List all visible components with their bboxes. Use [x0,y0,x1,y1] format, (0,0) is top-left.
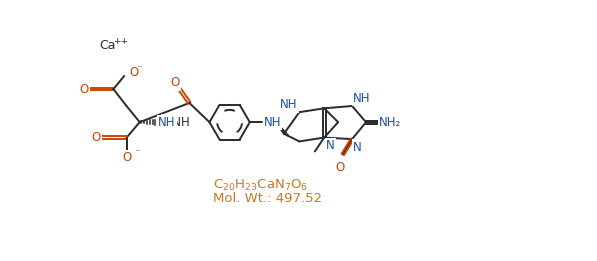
Text: ⁻: ⁻ [134,149,140,159]
Text: O: O [335,161,344,174]
Text: ···NH: ···NH [162,116,191,129]
Text: Ca: Ca [100,39,116,52]
Text: C$_{20}$H$_{23}$CaN$_{7}$O$_{6}$: C$_{20}$H$_{23}$CaN$_{7}$O$_{6}$ [213,178,308,193]
Text: O: O [92,131,101,144]
Text: NH₂: NH₂ [379,116,401,129]
Text: NH: NH [281,98,298,111]
Text: NH: NH [353,92,370,105]
Text: O: O [129,66,138,79]
Text: N: N [326,139,334,152]
Text: NH: NH [158,116,176,129]
Text: Mol. Wt.: 497.52: Mol. Wt.: 497.52 [213,192,322,205]
Text: O: O [122,151,131,164]
Text: ⁻: ⁻ [137,64,142,74]
Text: O: O [171,76,180,90]
Text: O: O [79,82,88,96]
Text: NH: NH [264,116,281,129]
Text: N: N [353,141,362,154]
Text: ++: ++ [113,37,128,46]
